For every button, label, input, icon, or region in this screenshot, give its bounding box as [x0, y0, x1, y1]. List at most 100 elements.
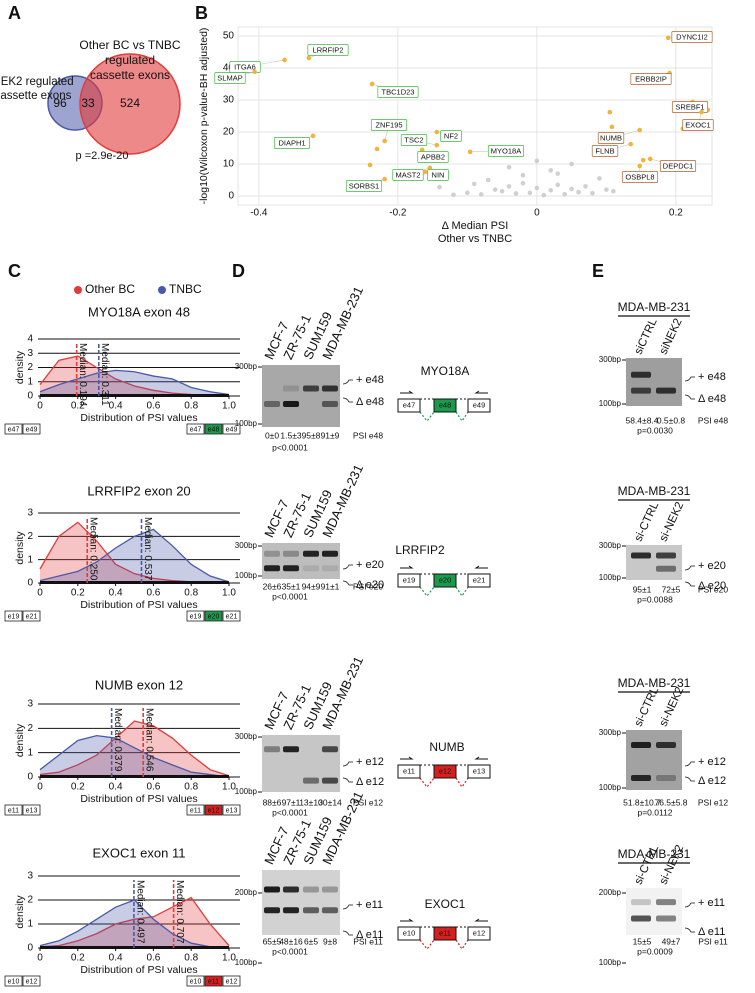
label-box: [345, 180, 383, 192]
point-label: DEPDC1: [663, 161, 693, 170]
band-pointer: [342, 904, 353, 910]
p-value: p<0.0001: [272, 442, 308, 452]
point: [583, 184, 588, 189]
gel-band: [656, 387, 676, 394]
exon-label: e11: [208, 978, 219, 985]
p-value: p=0.0112: [637, 807, 672, 817]
exon-label: e47: [190, 426, 202, 433]
gel: [626, 888, 682, 935]
psi-label: PSI e20: [353, 581, 384, 591]
ladder-label: 200bp: [235, 888, 258, 897]
gel-header: MDA-MB-231: [618, 847, 691, 861]
rug: [40, 775, 229, 778]
ladder-label: 100bp: [235, 571, 258, 580]
label-box: [591, 145, 619, 157]
exon-box: [4, 423, 23, 435]
point: [485, 177, 491, 183]
y-tick-label: 0: [27, 943, 33, 954]
point: [647, 156, 653, 162]
x-tick-label: 0.8: [184, 401, 198, 412]
ladder-label: 100bp: [599, 399, 622, 408]
band-pointer: [684, 902, 695, 908]
psi-label: PSI e48: [353, 430, 384, 440]
point: [369, 81, 375, 87]
x-tick-label: 1.0: [222, 953, 236, 964]
gel-header: MDA-MB-231: [618, 484, 691, 498]
point: [665, 35, 671, 41]
exon-label: e10: [8, 978, 20, 985]
exon-box: [204, 610, 223, 622]
label-box: [400, 134, 428, 146]
primer-arrow: [400, 565, 488, 569]
psi-value: 76.5±5.8: [654, 797, 687, 807]
psi-value: 9±8: [323, 936, 337, 946]
point: [541, 192, 547, 198]
exon-label: e19: [403, 575, 416, 584]
y-tick-label: 40: [223, 63, 235, 74]
density-line: [39, 528, 230, 583]
point: [520, 172, 526, 178]
legend-marker: [158, 286, 166, 294]
p-value: p<0.0001: [272, 807, 308, 817]
ladder-label: 100bp: [235, 958, 258, 967]
point-label: LRRFIP2: [313, 45, 344, 54]
exon-label: e49: [473, 400, 486, 409]
y-tick-label: 2: [27, 531, 33, 542]
point-label: SORBS1: [349, 181, 379, 190]
label-box: [597, 132, 625, 144]
x-axis-label: Distribution of PSI values: [80, 964, 197, 976]
gel-band: [631, 742, 651, 748]
band-pointer: [342, 379, 353, 385]
point: [465, 190, 470, 196]
ladder-label: 100bp: [235, 419, 258, 428]
exon-box: [222, 804, 241, 816]
psi-label: PSI e11: [353, 936, 383, 946]
label-box: [682, 119, 714, 131]
p-value: p<0.0001: [272, 946, 308, 956]
psi-value: 95±8: [302, 430, 321, 440]
gel-header: MDA-MB-231: [618, 300, 691, 314]
band-pointer: [684, 581, 695, 587]
exon-label: e49: [26, 426, 38, 433]
x-tick-label: 0.8: [184, 953, 198, 964]
plot-title: EXOC1 exon 11: [93, 845, 186, 860]
exon-box: [204, 423, 223, 435]
band-label: + e11: [356, 899, 383, 911]
x-tick-label: 0.6: [146, 588, 160, 599]
y-tick-label: 3: [27, 699, 33, 710]
gene-label: LRRFIP2: [395, 543, 445, 557]
point-label: APBB2: [421, 152, 445, 161]
point: [611, 188, 616, 194]
set-label: Other BC vs TNBC: [79, 38, 180, 52]
exon-box: [433, 926, 457, 941]
point: [569, 186, 574, 192]
ladder-label: 100bp: [599, 958, 622, 967]
point: [506, 164, 512, 170]
point: [478, 192, 484, 197]
exon-label: e13: [473, 766, 486, 775]
psi-value: 51.8±10.7: [623, 797, 661, 807]
label-box: [621, 171, 659, 183]
psi-value: 15±5: [633, 936, 652, 946]
panel-letter: C: [8, 261, 21, 281]
exon-box: [22, 804, 41, 816]
point: [422, 169, 428, 175]
band-label: + e11: [698, 897, 725, 909]
exon-label: e12: [439, 766, 452, 775]
point: [637, 127, 643, 133]
point: [555, 171, 561, 176]
gel-header: MDA-MB-231: [618, 676, 691, 690]
band-label: Δ e20: [698, 580, 726, 592]
point: [437, 184, 442, 190]
exon-label: e11: [439, 928, 451, 937]
point: [699, 109, 704, 115]
point-label: NIN: [432, 170, 445, 179]
y-tick-label: 3: [27, 508, 33, 519]
point: [434, 142, 440, 148]
gel-band: [631, 552, 651, 559]
psi-value: 48±16: [279, 936, 303, 946]
band-label: + e12: [698, 756, 726, 768]
label-box: [659, 160, 697, 172]
point: [628, 141, 633, 147]
band-label: Δ e20: [356, 579, 384, 591]
